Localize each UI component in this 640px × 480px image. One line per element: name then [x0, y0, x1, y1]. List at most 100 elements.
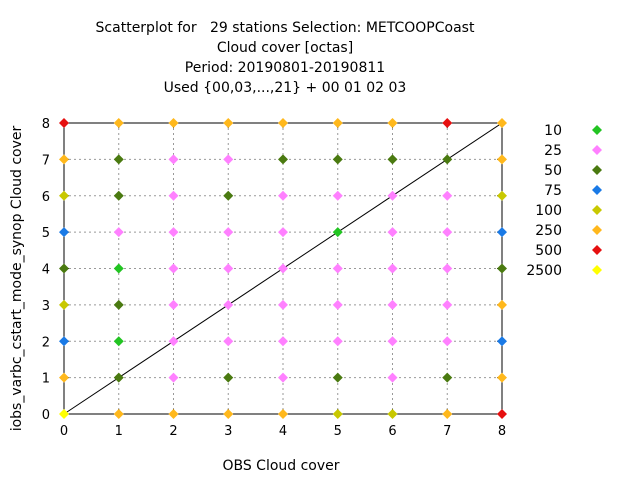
x-tick-label: 5 [334, 424, 342, 439]
scatter-point [442, 263, 453, 274]
scatter-point [497, 190, 507, 201]
scatter-point [168, 336, 179, 347]
legend-label: 50 [544, 163, 562, 179]
scatter-point [278, 263, 288, 274]
scatter-point [113, 118, 124, 128]
scatter-point [113, 372, 124, 383]
legend-marker [592, 265, 602, 275]
scatter-point [168, 409, 179, 419]
scatter-point [59, 409, 69, 419]
scatter-point [387, 299, 398, 310]
scatter-point [113, 409, 124, 419]
scatter-point [223, 154, 234, 165]
legend-label: 250 [535, 223, 562, 239]
x-tick-label: 3 [224, 424, 232, 439]
y-tick-label: 6 [42, 190, 50, 205]
scatter-point [278, 336, 288, 347]
scatter-point [497, 409, 507, 419]
scatter-point [387, 409, 398, 419]
title-line-2: Cloud cover [octas] [216, 40, 354, 56]
scatter-point [497, 118, 507, 128]
scatter-point [168, 227, 179, 238]
scatter-point [59, 190, 69, 201]
legend-marker [592, 185, 602, 195]
legend-marker [592, 165, 602, 175]
scatter-point [59, 336, 69, 347]
scatter-point [59, 118, 69, 128]
scatter-point [332, 227, 343, 238]
y-tick-label: 8 [42, 117, 50, 132]
legend-label: 10 [544, 123, 562, 139]
scatter-point [278, 409, 288, 419]
y-tick-label: 2 [42, 335, 50, 350]
x-tick-label: 0 [60, 424, 68, 439]
scatter-point [168, 154, 179, 165]
scatter-point [387, 227, 398, 238]
y-tick-label: 1 [42, 372, 50, 387]
scatter-point [113, 336, 124, 347]
scatter-point [442, 372, 453, 383]
title-line-1: Scatterplot for 29 stations Selection: M… [95, 20, 475, 36]
legend-label: 500 [535, 243, 562, 259]
scatter-point [497, 372, 507, 383]
scatter-point [113, 154, 124, 165]
scatter-point [332, 336, 343, 347]
tick-layer: 0 1 2 3 4 5 6 7 8 0 1 2 3 4 5 6 7 8 [42, 117, 506, 439]
x-tick-label: 6 [388, 424, 396, 439]
scatter-point [59, 299, 69, 310]
scatter-point [223, 299, 234, 310]
x-tick-label: 2 [169, 424, 177, 439]
scatter-point [497, 227, 507, 238]
scatter-point [223, 336, 234, 347]
x-tick-label: 4 [279, 424, 287, 439]
legend-marker [592, 245, 602, 255]
scatter-point [332, 190, 343, 201]
scatter-point [332, 118, 343, 128]
scatter-point [442, 409, 453, 419]
scatter-point [223, 263, 234, 274]
y-tick-label: 3 [42, 299, 50, 314]
scatter-point [223, 118, 234, 128]
scatter-point [59, 372, 69, 383]
scatter-point [332, 263, 343, 274]
scatter-point [332, 299, 343, 310]
scatter-point [168, 299, 179, 310]
scatter-point [168, 190, 179, 201]
y-tick-label: 0 [42, 408, 50, 423]
x-tick-label: 8 [498, 424, 506, 439]
legend-label: 25 [544, 143, 562, 159]
chart-title: Scatterplot for 29 stations Selection: M… [60, 18, 510, 98]
legend-label: 2500 [526, 263, 562, 279]
scatter-point [223, 190, 234, 201]
scatter-point [59, 263, 69, 274]
scatter-point [113, 299, 124, 310]
title-line-3: Period: 20190801-20190811 [184, 60, 386, 76]
scatter-point [113, 263, 124, 274]
title-line-4: Used {00,03,...,21} + 00 01 02 03 [163, 80, 407, 96]
scatter-point [278, 190, 288, 201]
legend-label: 75 [544, 183, 562, 199]
x-axis-label: OBS Cloud cover [222, 458, 339, 474]
legend-marker [592, 125, 602, 135]
scatter-point [497, 263, 507, 274]
scatter-point [59, 227, 69, 238]
scatter-point [442, 190, 453, 201]
scatter-point [168, 263, 179, 274]
scatter-point [387, 372, 398, 383]
scatter-point [497, 336, 507, 347]
scatter-point [278, 227, 288, 238]
scatter-point [387, 190, 398, 201]
scatter-point [442, 299, 453, 310]
x-tick-label: 1 [115, 424, 123, 439]
scatter-point [442, 336, 453, 347]
x-tick-label: 7 [443, 424, 451, 439]
legend-marker [592, 145, 602, 155]
y-tick-label: 7 [42, 153, 50, 168]
scatter-point [278, 154, 288, 165]
scatter-point [497, 299, 507, 310]
scatter-point [59, 154, 69, 165]
scatter-point [332, 372, 343, 383]
scatter-point [278, 299, 288, 310]
y-tick-label: 4 [42, 263, 50, 278]
